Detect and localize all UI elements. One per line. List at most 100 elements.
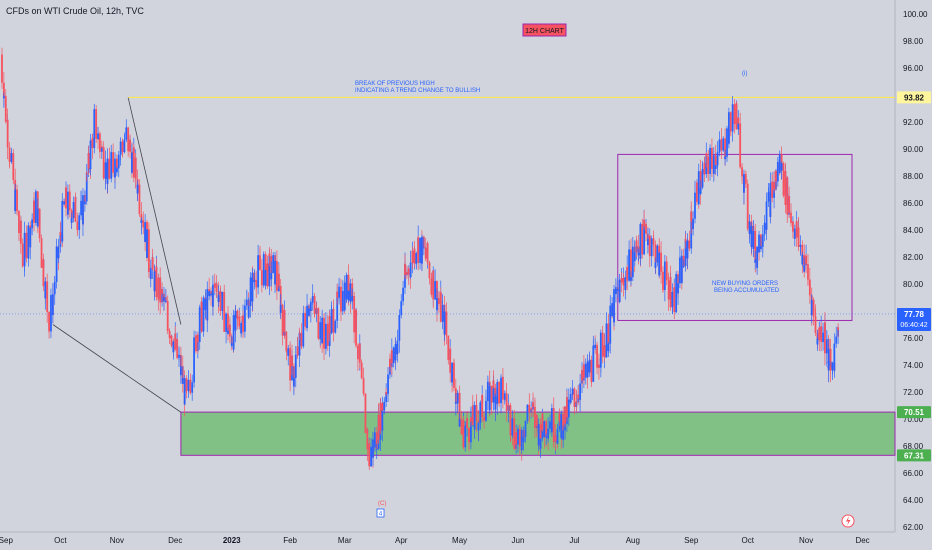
candle-body — [765, 201, 768, 230]
candle-body — [146, 229, 148, 258]
candle-body — [637, 252, 640, 256]
candle-body — [763, 222, 766, 232]
wave-label-ii: (ii) — [826, 362, 833, 368]
price-tick-label: 70.00 — [903, 415, 924, 424]
candle-body — [215, 283, 218, 292]
annotation-break-high-line2: INDICATING A TREND CHANGE TO BULLISH — [355, 88, 480, 94]
candle-body — [59, 232, 62, 236]
time-tick-label: 2023 — [223, 536, 241, 545]
candle-body — [144, 222, 147, 243]
candle-body — [498, 382, 501, 387]
candle-body — [338, 286, 340, 290]
price-tick-label: 98.00 — [903, 37, 924, 46]
price-tick-label: 66.00 — [903, 469, 924, 478]
candle-body — [228, 324, 231, 337]
candle-body — [157, 277, 160, 300]
candle-body — [326, 331, 329, 346]
candle-body — [55, 246, 58, 262]
candle-body — [590, 379, 593, 382]
candle-body — [89, 140, 92, 169]
candle-body — [242, 315, 244, 332]
candle-body — [517, 428, 519, 437]
candle-body — [709, 160, 711, 174]
candle-body — [562, 430, 565, 440]
candle-body — [264, 270, 267, 286]
candle-body — [447, 350, 450, 360]
candle-body — [782, 163, 785, 189]
candle-body — [530, 408, 533, 410]
candle-body — [249, 285, 252, 306]
candle-body — [80, 202, 82, 216]
candle-body — [323, 317, 325, 337]
candle-body — [375, 449, 378, 450]
candle-body — [648, 235, 651, 257]
candle-body — [812, 305, 815, 317]
candle-body — [613, 289, 615, 323]
wave-label-c: (C) — [378, 501, 386, 507]
candle-body — [112, 159, 115, 173]
candle-body — [16, 206, 18, 212]
candle-body — [743, 174, 745, 193]
candle-body — [805, 255, 807, 265]
candle-body — [596, 344, 598, 357]
candle-body — [601, 335, 604, 357]
candle-body — [718, 139, 721, 149]
candle-body — [539, 438, 542, 449]
candle-body — [545, 436, 548, 438]
trendline-1[interactable] — [52, 324, 182, 413]
candle-body — [202, 311, 205, 332]
candle-body — [716, 152, 719, 165]
candle-body — [573, 388, 576, 398]
candle-body — [125, 127, 128, 129]
price-tick-label: 72.00 — [903, 388, 924, 397]
candle-body — [643, 219, 646, 255]
trendline-2[interactable] — [127, 97, 182, 325]
candle-body — [709, 147, 711, 161]
candle-body — [240, 323, 243, 334]
candle-body — [594, 344, 597, 349]
candle-body — [584, 363, 587, 371]
range-box[interactable] — [617, 153, 853, 321]
candle-body — [552, 439, 555, 442]
candle-body — [618, 279, 621, 303]
candle-body — [99, 142, 101, 152]
candle-body — [155, 266, 158, 298]
candle-body — [183, 378, 186, 405]
candle-body — [460, 419, 463, 427]
wave-label-i: (i) — [742, 71, 747, 77]
candle-body — [582, 364, 585, 378]
candle-body — [607, 323, 610, 352]
candle-body — [227, 330, 229, 334]
time-tick-label: Oct — [741, 536, 754, 545]
candle-body — [383, 401, 386, 404]
candle-body — [663, 275, 666, 290]
candle-body — [746, 217, 749, 229]
candle-body — [694, 211, 696, 219]
candle-body — [694, 192, 696, 212]
time-axis[interactable]: Sep Oct Nov Dec 2023 Feb Mar Apr May Jun Jul Aug Sep… — [0, 536, 870, 545]
candle-body — [53, 281, 56, 288]
candle-body — [163, 297, 165, 302]
candle-body — [129, 139, 131, 152]
candle-body — [131, 152, 133, 173]
symbol-title[interactable]: CFDs on WTI Crude Oil, 12h, TVC — [6, 6, 144, 16]
candle-body — [518, 434, 521, 447]
candle-body — [726, 128, 728, 152]
candle-body — [500, 381, 502, 404]
candle-body — [193, 337, 195, 372]
candle-body — [142, 226, 145, 228]
price-tick-label: 62.00 — [903, 523, 924, 532]
candle-body — [739, 133, 742, 168]
candle-body — [360, 367, 363, 379]
candle-body — [720, 144, 723, 151]
candle-body — [330, 312, 333, 334]
candle-body — [40, 255, 43, 268]
lightning-icon[interactable] — [841, 514, 855, 528]
candle-body — [296, 346, 299, 356]
candle-body — [332, 309, 335, 333]
candle-body — [33, 200, 35, 223]
candle-body — [31, 219, 34, 224]
candle-body — [758, 234, 760, 253]
